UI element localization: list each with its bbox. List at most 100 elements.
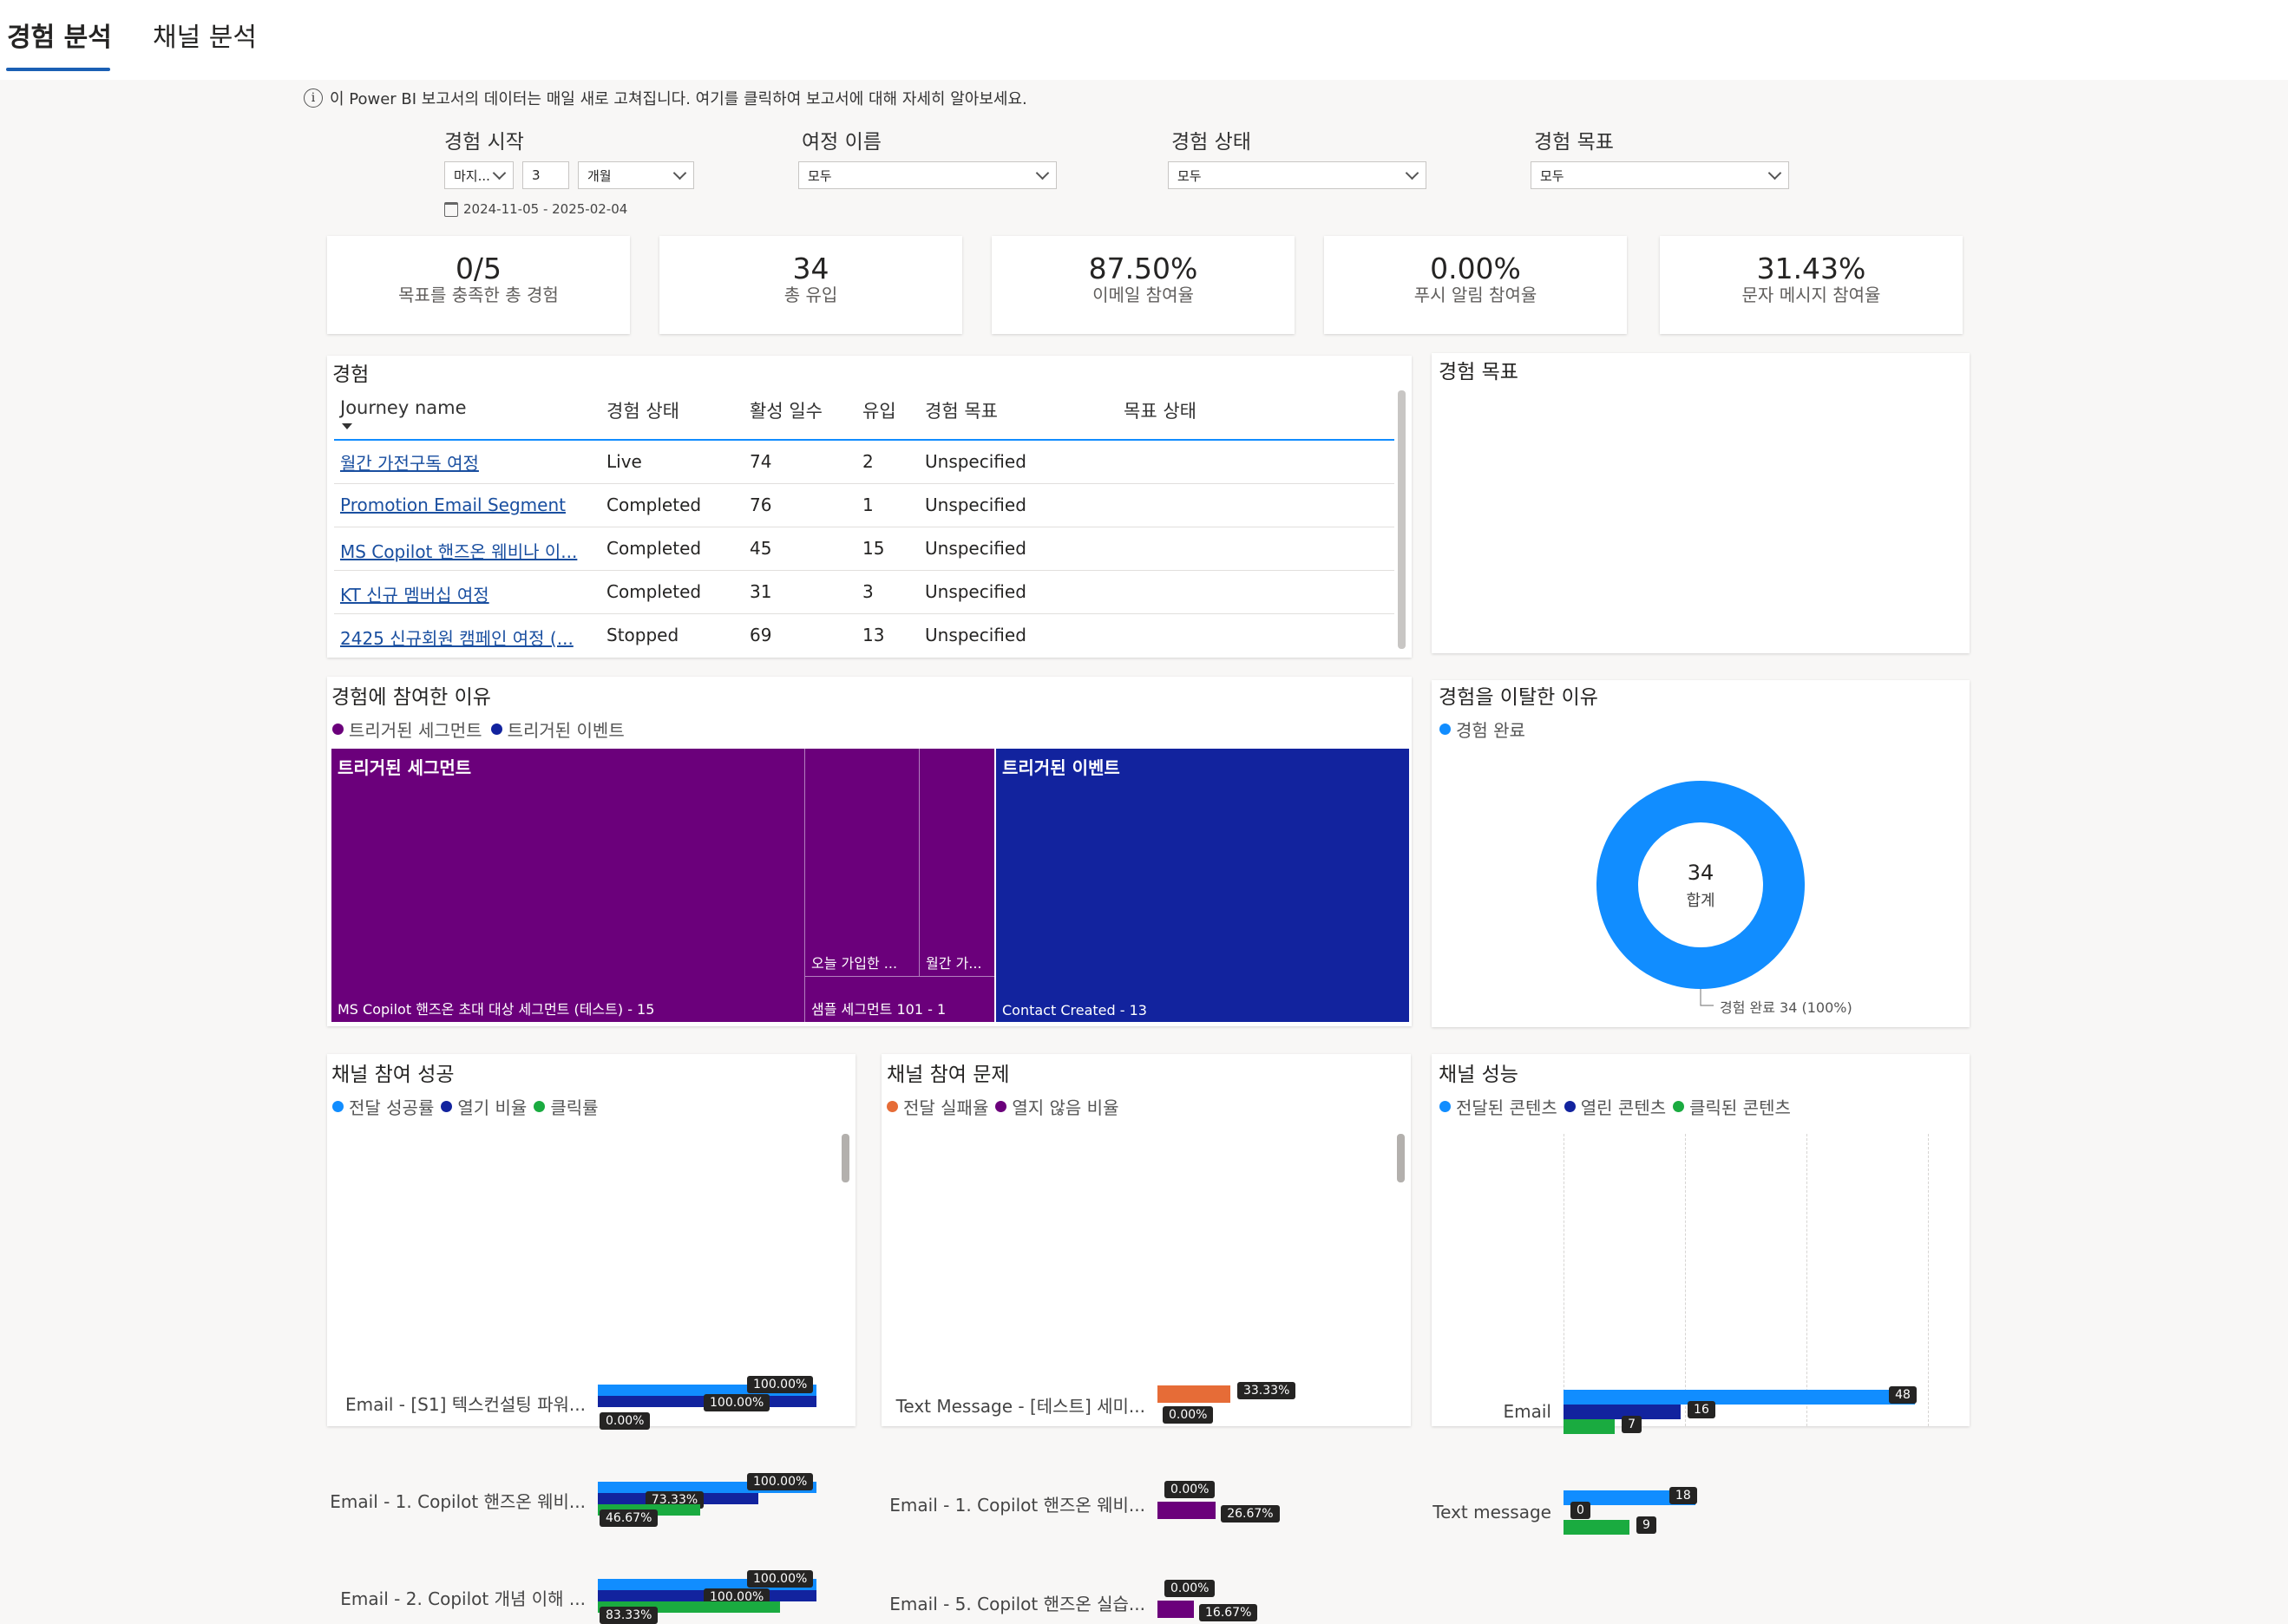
gridline [1928, 1134, 1929, 1426]
row-separator [334, 483, 1394, 484]
bar-열지 않음 비율[interactable] [1157, 1502, 1216, 1519]
kpi-value: 0/5 [327, 253, 630, 285]
table-cell-inflow: 3 [862, 581, 874, 602]
top-tab-bar [0, 0, 2288, 80]
treemap-group-label-segment: 트리거된 세그먼트 [338, 754, 471, 779]
chart-scrollbar[interactable] [1397, 1134, 1405, 1182]
table-cell-inflow: 2 [862, 451, 874, 472]
calendar-icon [444, 202, 458, 217]
chevron-down-icon [493, 167, 507, 180]
report-info-link[interactable]: i 이 Power BI 보고서의 데이터는 매일 새로 고쳐집니다. 여기를 … [304, 87, 1027, 109]
bar-열지 않음 비율[interactable] [1157, 1601, 1194, 1618]
tab-channel-analysis[interactable]: 채널 분석 [153, 16, 257, 54]
filter-label-experience-start: 경험 시작 [444, 125, 524, 154]
journey-link[interactable]: KT 신규 멤버십 여정 [340, 585, 489, 606]
table-row-1-journey[interactable]: 월간 가전구독 여정 [340, 449, 479, 475]
experience-goal-dropdown[interactable]: 모두 [1531, 161, 1789, 189]
bar-전달된 콘텐츠[interactable] [1564, 1390, 1915, 1405]
col-header-status[interactable]: 경험 상태 [606, 397, 679, 423]
table-cell-status: Stopped [606, 625, 679, 645]
gridline [1685, 1134, 1686, 1426]
kpi-label: 목표를 충족한 총 경험 [327, 285, 630, 305]
journey-link[interactable]: Promotion Email Segment [340, 494, 566, 515]
col-header-journey-name[interactable]: Journey name [340, 397, 467, 418]
kpi-value: 87.50% [992, 253, 1295, 285]
relative-date-count-input[interactable]: 3 [522, 161, 569, 189]
kpi-goal-met-experiences: 0/5 목표를 충족한 총 경험 [327, 236, 630, 334]
table-row-2-journey[interactable]: Promotion Email Segment [340, 494, 566, 515]
table-cell-status: Live [606, 451, 642, 472]
bar-클릭된 콘텐츠[interactable] [1564, 1520, 1629, 1535]
table-cell-active-days: 74 [750, 451, 771, 472]
tile-divider [804, 749, 805, 1022]
data-label: 33.33% [1237, 1382, 1295, 1399]
date-range-text: 2024-11-05 - 2025-02-04 [463, 201, 627, 217]
category-label: Email [1432, 1401, 1551, 1422]
treemap-tile-today-joined[interactable]: 오늘 가입한 ... [805, 749, 919, 976]
treemap-tile-copilot-segment[interactable]: 트리거된 세그먼트 MS Copilot 핸즈온 초대 대상 세그먼트 (테스트… [331, 749, 804, 1022]
table-row-3-journey[interactable]: MS Copilot 핸즈온 웨비나 이... [340, 538, 577, 563]
col-header-inflow[interactable]: 유입 [862, 397, 896, 423]
table-scrollbar[interactable] [1398, 390, 1406, 649]
treemap-legend: 트리거된 세그먼트 트리거된 이벤트 [332, 717, 625, 742]
category-label: Email - 2. Copilot 개념 이해 ... [327, 1585, 586, 1610]
table-cell-active-days: 31 [750, 581, 771, 602]
category-label: Text Message - [테스트] 세미... [882, 1392, 1145, 1418]
channel-performance-chart: Email 48 16 7 Text message 18 0 9 [1432, 1054, 1970, 1426]
table-cell-inflow: 1 [862, 494, 874, 515]
row-separator [334, 613, 1394, 614]
data-label: 100.00% [704, 1394, 770, 1411]
sort-descending-icon[interactable] [342, 423, 352, 429]
legend-label-event: 트리거된 이벤트 [508, 717, 625, 742]
data-label: 26.67% [1221, 1505, 1279, 1522]
table-row-5-journey[interactable]: 2425 신규회원 캠페인 여정 (... [340, 625, 574, 650]
kpi-label: 이메일 참여율 [992, 285, 1295, 305]
experience-goal-panel: 경험 목표 [1432, 353, 1970, 653]
data-label: 0.00% [1164, 1481, 1215, 1498]
relative-date-mode-dropdown[interactable]: 마지... [444, 161, 514, 189]
legend-label-segment: 트리거된 세그먼트 [349, 717, 482, 742]
date-range: 2024-11-05 - 2025-02-04 [444, 201, 627, 217]
treemap-tile-label: 샘플 세그먼트 101 - 1 [811, 998, 946, 1018]
filter-label-journey-name: 여정 이름 [802, 125, 882, 154]
col-header-active-days[interactable]: 활성 일수 [750, 397, 823, 423]
relative-date-unit-dropdown[interactable]: 개월 [578, 161, 694, 189]
chevron-down-icon [1406, 167, 1419, 180]
bar-클릭된 콘텐츠[interactable] [1564, 1419, 1615, 1434]
table-cell-goal: Unspecified [925, 451, 1026, 472]
journey-link[interactable]: 2425 신규회원 캠페인 여정 (... [340, 628, 574, 649]
journey-name-dropdown[interactable]: 모두 [798, 161, 1057, 189]
treemap-tile-contact-created[interactable]: 트리거된 이벤트 Contact Created - 13 [996, 749, 1409, 1022]
bar-전달 실패율[interactable] [1157, 1385, 1230, 1403]
journey-link[interactable]: 월간 가전구독 여정 [340, 453, 479, 474]
channel-issue-panel: 채널 참여 문제 전달 실패율 열지 않음 비율 Text Message - … [882, 1054, 1411, 1426]
kpi-total-inflow: 34 총 유입 [659, 236, 962, 334]
treemap-tile-monthly[interactable]: 월간 가... [920, 749, 994, 976]
tile-divider [805, 976, 994, 977]
experience-status-value: 모두 [1177, 167, 1202, 185]
donut-slice-complete[interactable] [1617, 802, 1784, 968]
treemap-tile-sample-segment[interactable]: 샘플 세그먼트 101 - 1 [805, 977, 994, 1022]
kpi-value: 0.00% [1324, 253, 1627, 285]
kpi-push-engagement: 0.00% 푸시 알림 참여율 [1324, 236, 1627, 334]
kpi-label: 푸시 알림 참여율 [1324, 285, 1627, 305]
col-header-goal-status[interactable]: 목표 상태 [1124, 397, 1196, 423]
category-label: Email - [S1] 텍스컨설팅 파워... [327, 1391, 586, 1416]
tab-experience-analysis[interactable]: 경험 분석 [7, 16, 112, 54]
table-row-4-journey[interactable]: KT 신규 멤버십 여정 [340, 581, 489, 606]
chart-scrollbar[interactable] [842, 1134, 849, 1182]
data-label: 9 [1636, 1516, 1656, 1534]
treemap-group-label-event: 트리거된 이벤트 [1002, 754, 1120, 779]
table-cell-active-days: 76 [750, 494, 771, 515]
filter-label-experience-goal: 경험 목표 [1534, 125, 1614, 154]
journey-name-value: 모두 [808, 167, 832, 185]
journey-link[interactable]: MS Copilot 핸즈온 웨비나 이... [340, 541, 577, 562]
info-text: 이 Power BI 보고서의 데이터는 매일 새로 고쳐집니다. 여기를 클릭… [330, 87, 1027, 109]
table-cell-active-days: 69 [750, 625, 771, 645]
data-label: 100.00% [747, 1570, 813, 1588]
panel-title: 경험에 참여한 이유 [331, 680, 491, 710]
experience-status-dropdown[interactable]: 모두 [1168, 161, 1426, 189]
data-label: 100.00% [747, 1473, 813, 1490]
col-header-goal[interactable]: 경험 목표 [925, 397, 998, 423]
data-label: 7 [1622, 1416, 1642, 1433]
